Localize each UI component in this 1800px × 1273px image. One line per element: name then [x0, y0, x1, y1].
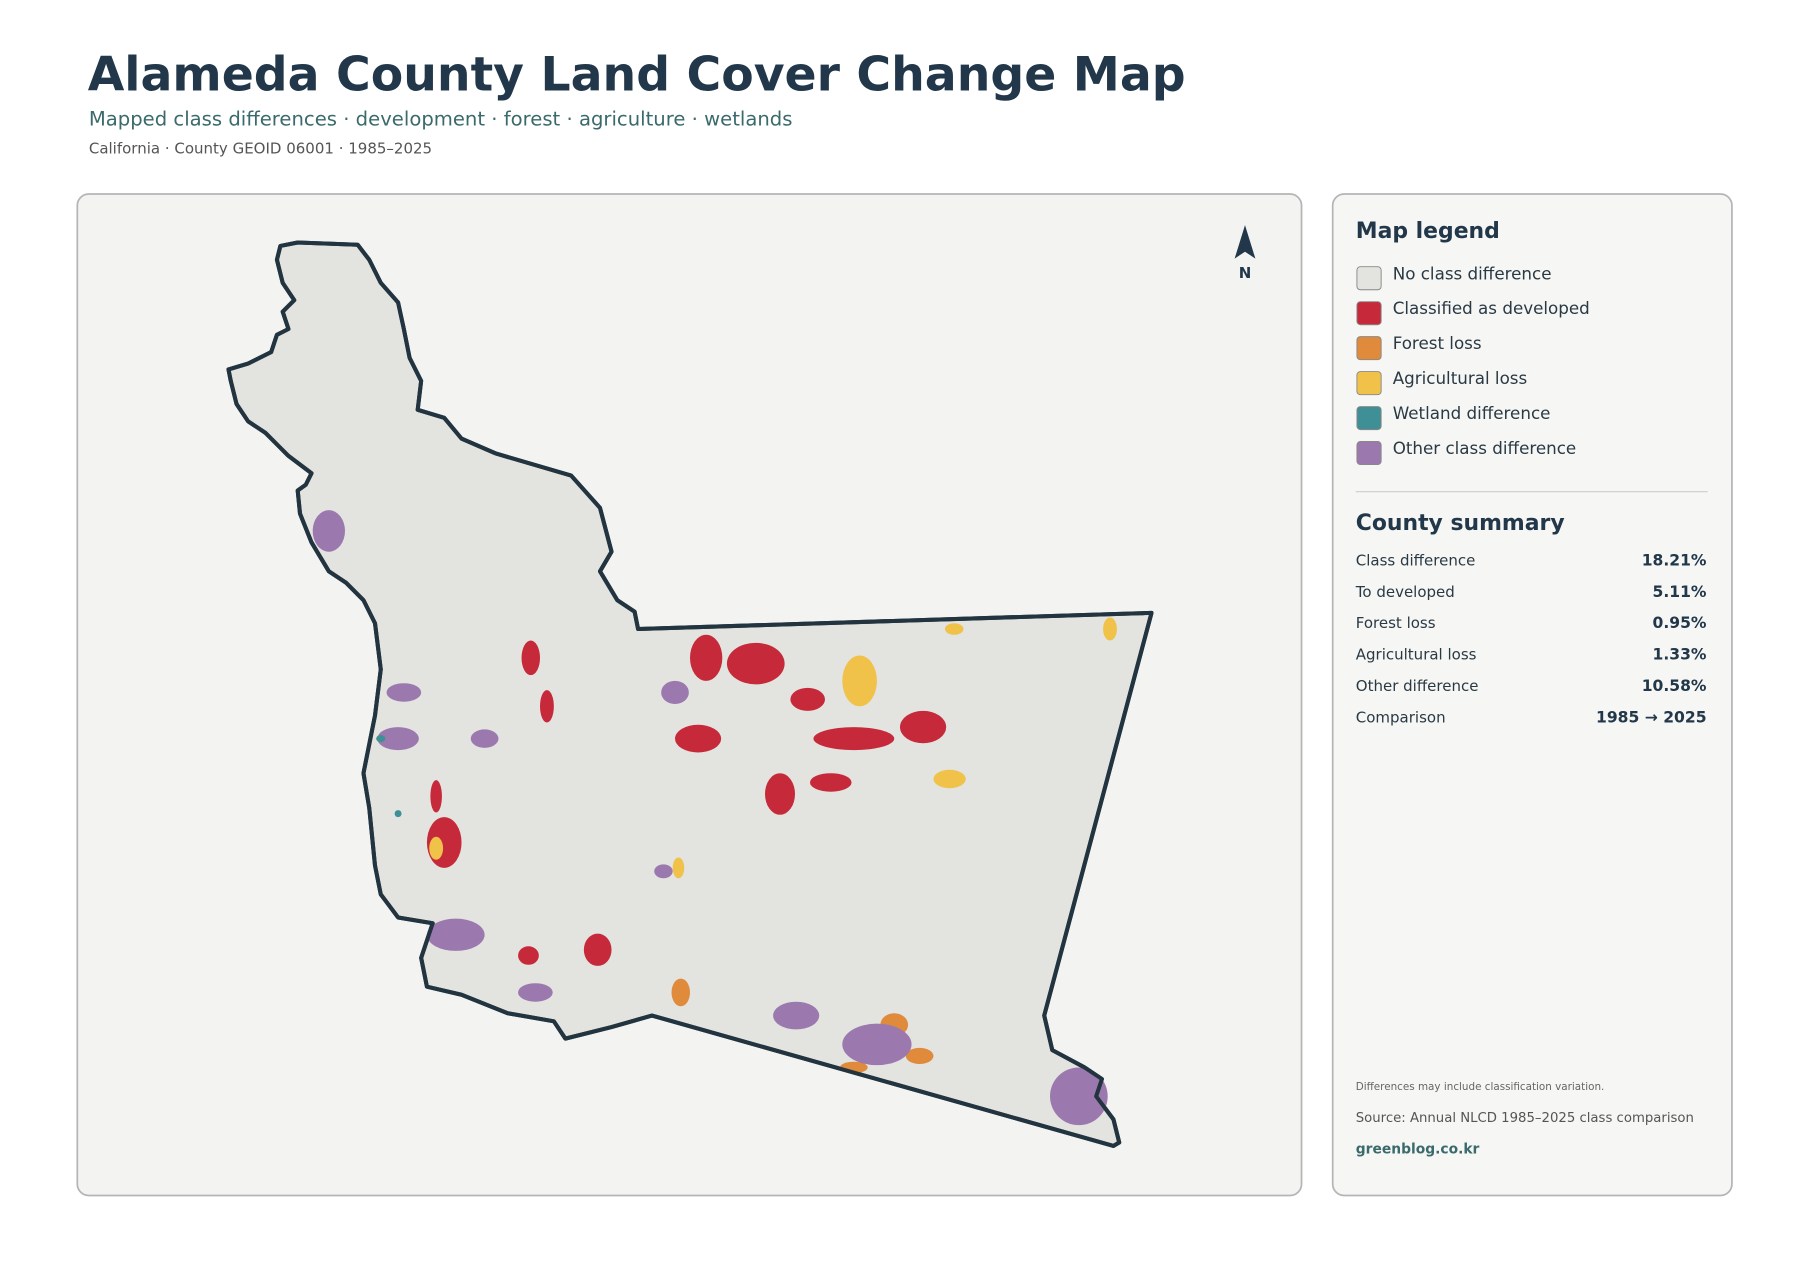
meta: California · County GEOID 06001 · 1985–2…: [89, 140, 432, 158]
county-outline: [226, 240, 1154, 1148]
summary-label: Class difference: [1356, 551, 1476, 569]
legend-swatch: [1356, 406, 1382, 431]
legend-label: Forest loss: [1393, 333, 1482, 353]
legend-swatch: [1356, 266, 1382, 291]
summary-value: 0.95%: [1653, 614, 1707, 632]
footer-site: greenblog.co.kr: [1356, 1141, 1480, 1157]
side-panel: [1331, 193, 1733, 1197]
other-patches: [312, 510, 1108, 1126]
summary-value: 5.11%: [1653, 583, 1707, 601]
legend-swatch: [1356, 336, 1382, 361]
north-arrow: [1234, 225, 1256, 259]
legend-swatch: [1356, 301, 1382, 326]
legend-label: Classified as developed: [1393, 298, 1590, 318]
legend-swatch: [1356, 441, 1382, 466]
footer-note: Differences may include classification v…: [1356, 1081, 1605, 1093]
summary-value: 10.58%: [1642, 677, 1707, 695]
summary-label: Other difference: [1356, 677, 1479, 695]
legend-label: No class difference: [1393, 263, 1552, 283]
subtitle: Mapped class differences · development ·…: [89, 108, 793, 131]
legend-swatch: [1356, 371, 1382, 396]
north-label: N: [1239, 264, 1252, 282]
legend-label: Other class difference: [1393, 438, 1577, 458]
footer-source: Source: Annual NLCD 1985–2025 class comp…: [1356, 1111, 1694, 1126]
legend-title: Map legend: [1356, 219, 1500, 244]
summary-value: 18.21%: [1642, 551, 1707, 569]
summary-label: Forest loss: [1356, 614, 1436, 632]
wetland-patches: [376, 735, 402, 818]
summary: Class difference 18.21% To developed 5.11% F…: [1355, 551, 1707, 726]
summary-label: Agricultural loss: [1356, 646, 1477, 664]
summary-value: 1.33%: [1653, 646, 1707, 664]
agri-patches: [429, 617, 1117, 879]
county-map: [226, 240, 1154, 1148]
legend-label: Wetland difference: [1393, 403, 1551, 423]
legend-label: Agricultural loss: [1393, 368, 1528, 388]
summary-value: 1985 → 2025: [1596, 708, 1707, 726]
summary-title: County summary: [1356, 511, 1565, 536]
title: Alameda County Land Cover Change Map: [88, 47, 1186, 102]
summary-label: To developed: [1355, 583, 1455, 601]
summary-label: Comparison: [1356, 708, 1446, 726]
legend: No class difference Classified as develop…: [1356, 263, 1590, 466]
developed-patches: [426, 634, 947, 966]
